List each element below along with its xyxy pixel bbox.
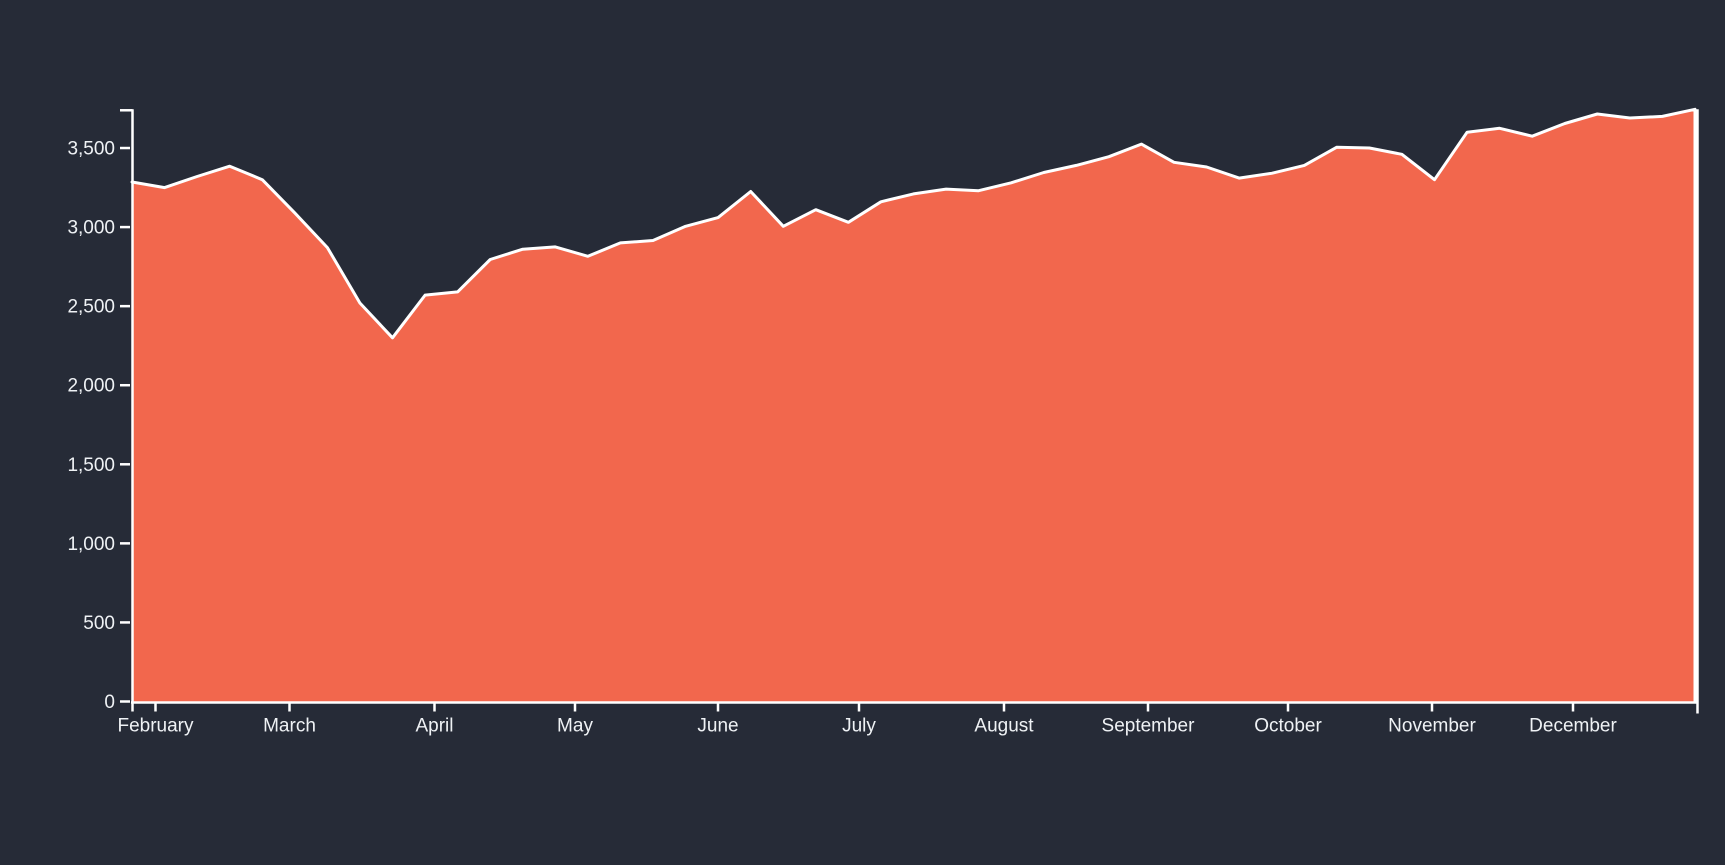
x-tick-label-february: February: [117, 716, 194, 737]
x-tick-label-october: October: [1254, 716, 1322, 737]
y-tick-label: 2,000: [67, 376, 115, 397]
x-tick-label-may: May: [557, 716, 593, 737]
x-tick-label-august: August: [974, 716, 1034, 737]
x-tick-label-april: April: [415, 716, 453, 737]
y-tick-label: 500: [83, 613, 115, 634]
y-tick-label: 2,500: [67, 297, 115, 318]
y-tick-label: 1,000: [67, 534, 115, 555]
x-tick-label-july: July: [842, 716, 876, 737]
x-tick-label-december: December: [1529, 716, 1617, 737]
y-tick-label: 0: [104, 692, 115, 713]
area-fill: [132, 109, 1695, 702]
x-tick-label-march: March: [263, 716, 316, 737]
x-tick-label-november: November: [1388, 716, 1476, 737]
y-tick-label: 3,000: [67, 218, 115, 239]
x-tick-label-june: June: [697, 716, 738, 737]
area-chart-svg: 0 500 1,000 1,500 2,000 2,500 3,000 3,500 Februa…: [40, 16, 1725, 865]
data-line: [130, 107, 1697, 703]
y-tick-label: 1,500: [67, 455, 115, 476]
y-tick-label: 3,500: [67, 139, 115, 160]
x-tick-label-september: September: [1102, 716, 1196, 737]
area-chart: 0 500 1,000 1,500 2,000 2,500 3,000 3,500 Februa…: [40, 16, 1725, 865]
